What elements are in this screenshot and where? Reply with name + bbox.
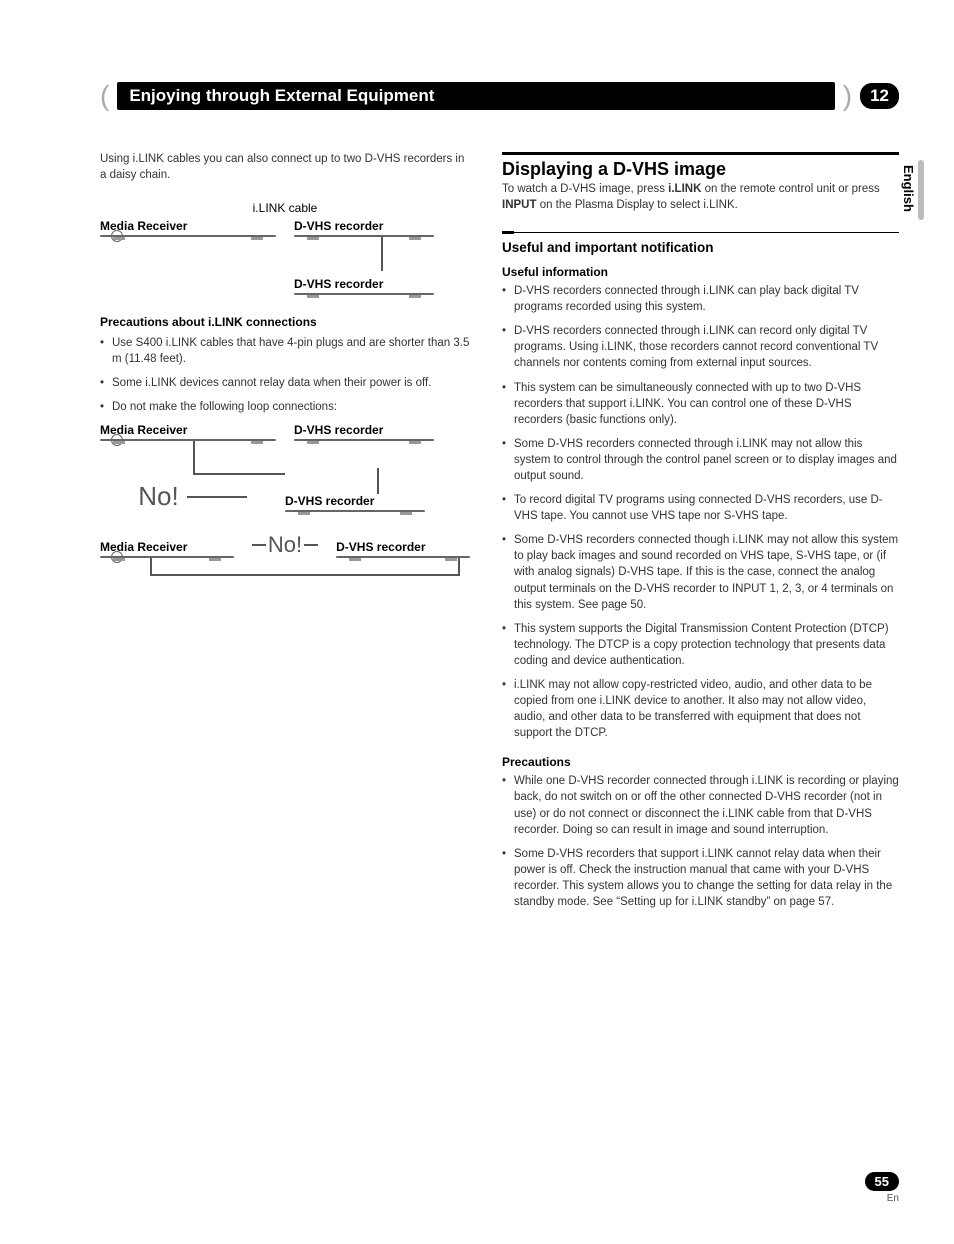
dvhs-recorder-icon (294, 235, 434, 237)
sub-rule (502, 231, 899, 234)
list-item: i.LINK may not allow copy-restricted vid… (502, 677, 899, 741)
ilink-keyword: i.LINK (668, 183, 701, 195)
content-columns: Using i.LINK cables you can also connect… (100, 152, 899, 918)
chapter-title: Enjoying through External Equipment (117, 82, 834, 110)
no-label: No! (138, 481, 178, 512)
list-item: Use S400 i.LINK cables that have 4-pin p… (100, 335, 470, 367)
cable-label: i.LINK cable (100, 201, 470, 215)
right-precautions-list: While one D-VHS recorder connected throu… (502, 773, 899, 910)
text-part: on the Plasma Display to select i.LINK. (537, 199, 738, 211)
cable-icon (381, 237, 383, 271)
dvhs-recorder-icon (294, 439, 434, 441)
cable-icon (377, 468, 379, 494)
list-item: This system supports the Digital Transmi… (502, 621, 899, 669)
dvhs-recorder-icon (285, 510, 425, 512)
header-paren-right: ) (843, 80, 852, 112)
section-rule (502, 152, 899, 155)
loop-connector-icon (150, 558, 460, 576)
left-column: Using i.LINK cables you can also connect… (100, 152, 470, 918)
precautions-heading: Precautions about i.LINK connections (100, 315, 470, 329)
text-part: on the remote control unit or press (701, 183, 879, 195)
list-item: Some i.LINK devices cannot relay data wh… (100, 375, 470, 391)
chapter-number: 12 (860, 83, 899, 109)
dvhs-label: D-VHS recorder (294, 219, 470, 233)
media-receiver-label: Media Receiver (100, 219, 276, 233)
input-keyword: INPUT (502, 199, 537, 211)
connector-icon (304, 544, 318, 546)
notification-title: Useful and important notification (502, 240, 899, 255)
list-item: D-VHS recorders connected through i.LINK… (502, 283, 899, 315)
intro-text: Using i.LINK cables you can also connect… (100, 152, 470, 183)
dvhs-label-2: D-VHS recorder (294, 277, 470, 291)
list-item: Some D-VHS recorders that support i.LINK… (502, 846, 899, 910)
page-lang: En (865, 1193, 899, 1204)
dvhs-label: D-VHS recorder (336, 540, 470, 554)
text-part: To watch a D-VHS image, press (502, 183, 668, 195)
chapter-header: ( Enjoying through External Equipment ) … (100, 80, 899, 112)
precautions-title: Precautions (502, 755, 899, 769)
dvhs-recorder-icon-2 (294, 293, 434, 295)
daisy-chain-diagram: i.LINK cable Media Receiver D-VHS record… (100, 201, 470, 295)
list-item: D-VHS recorders connected through i.LINK… (502, 323, 899, 371)
dvhs-label: D-VHS recorder (294, 423, 470, 437)
header-paren-left: ( (100, 80, 109, 112)
list-item: To record digital TV programs using conn… (502, 492, 899, 524)
media-receiver-icon (100, 235, 276, 237)
section-title: Displaying a D-VHS image (502, 159, 899, 180)
list-item: Some D-VHS recorders connected through i… (502, 436, 899, 484)
list-item: While one D-VHS recorder connected throu… (502, 773, 899, 837)
connector-icon (252, 544, 266, 546)
list-item: This system can be simultaneously connec… (502, 380, 899, 428)
no-label: No! (268, 532, 302, 558)
loop-diagram-b: Media Receiver No! D-VHS recorder (100, 532, 470, 576)
loop-diagram-a: Media Receiver D-VHS recorder No! (100, 423, 470, 512)
page-number: 55 (865, 1172, 899, 1191)
section-paragraph: To watch a D-VHS image, press i.LINK on … (502, 182, 899, 213)
right-column: Displaying a D-VHS image To watch a D-VH… (502, 152, 899, 918)
dvhs-recorder-icon (336, 556, 470, 558)
language-tab: English (901, 165, 916, 212)
useful-info-list: D-VHS recorders connected through i.LINK… (502, 283, 899, 741)
list-item: Some D-VHS recorders connected though i.… (502, 532, 899, 612)
connector-icon (187, 496, 247, 498)
dvhs-label: D-VHS recorder (285, 494, 470, 508)
page-footer: 55 En (865, 1172, 899, 1204)
media-receiver-label: Media Receiver (100, 423, 276, 437)
side-marker (918, 160, 924, 220)
list-item: Do not make the following loop connectio… (100, 399, 470, 415)
loop-connector-icon (193, 441, 286, 475)
media-receiver-icon (100, 556, 234, 558)
precautions-list: Use S400 i.LINK cables that have 4-pin p… (100, 335, 470, 415)
useful-info-title: Useful information (502, 265, 899, 279)
